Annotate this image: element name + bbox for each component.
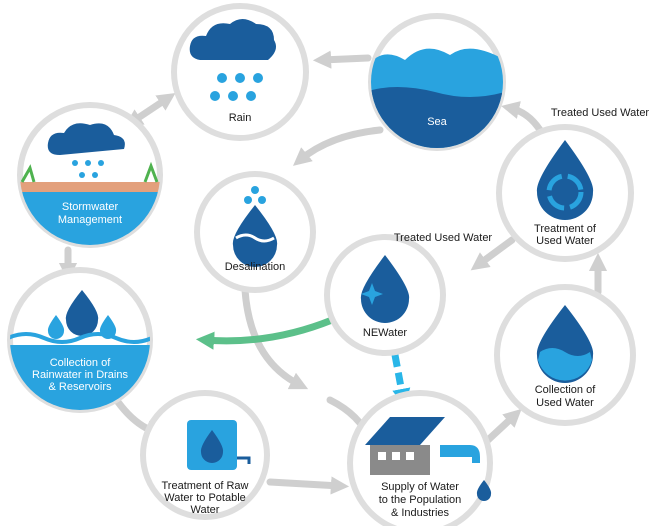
node-label: Used Water (536, 397, 594, 409)
annotation: Treated Used Water (394, 232, 493, 244)
node-label: Rain (229, 112, 252, 124)
node-label: Supply of Water (381, 481, 459, 493)
node-collection-used: Collection of Used Water (497, 287, 633, 423)
node-label: Management (58, 214, 122, 226)
node-treatment-used: Treatment of Used Water (499, 127, 631, 259)
node-label: & Reservoirs (49, 381, 112, 393)
node-label: Treatment of Raw (161, 480, 248, 492)
node-label: Stormwater (62, 201, 119, 213)
node-sea: Sea (365, 16, 505, 150)
node-collection-rainwater: Collection of Rainwater in Drains & Rese… (8, 270, 158, 415)
node-label: Collection of (50, 357, 111, 369)
node-label: Rainwater in Drains (32, 369, 128, 381)
node-newater: NEWater (327, 237, 443, 353)
node-label: Collection of (535, 384, 596, 396)
node-label: & Industries (391, 507, 450, 519)
node-rain: Rain (174, 6, 306, 138)
node-treatment-raw: Treatment of Raw Water to Potable Water (143, 393, 267, 517)
node-label: Treatment of (534, 223, 597, 235)
node-label: Sea (427, 116, 447, 128)
node-desalination: Desalination (197, 174, 313, 290)
annotation: Treated Used Water (551, 107, 650, 119)
node-label: Desalination (225, 261, 286, 273)
node-label: Water to Potable (164, 492, 246, 504)
node-label: to the Population (379, 494, 462, 506)
node-label: NEWater (363, 327, 408, 339)
node-supply: Supply of Water to the Population & Indu… (350, 393, 491, 526)
water-loop-diagram: Rain Sea Stormwater Management Desalinat… (0, 0, 657, 526)
node-label: Water (191, 504, 220, 516)
node-label: Used Water (536, 235, 594, 247)
node-stormwater: Stormwater Management (18, 105, 163, 252)
